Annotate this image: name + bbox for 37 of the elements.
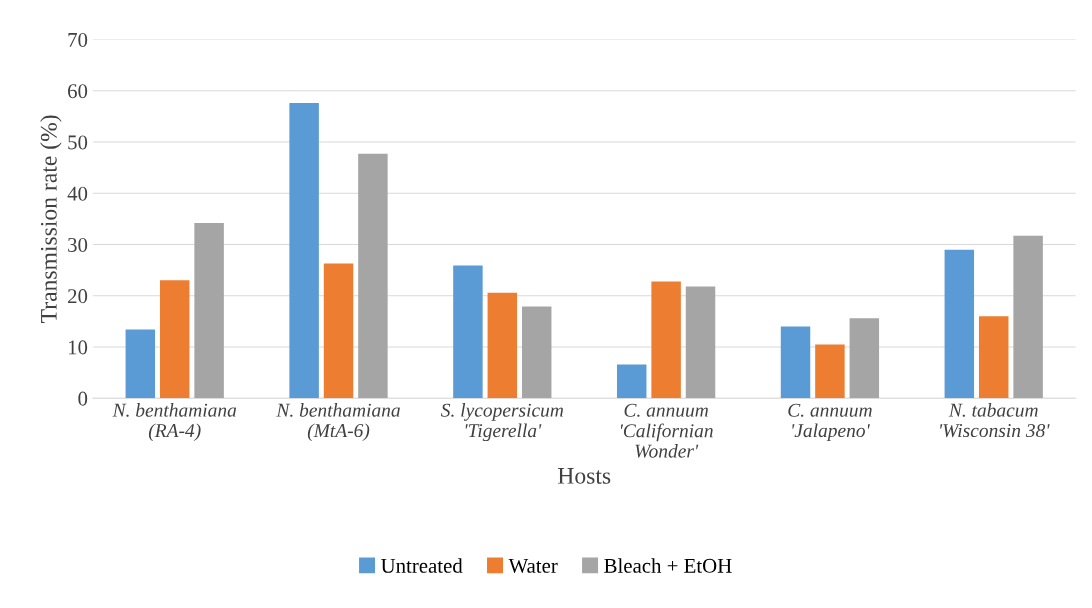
legend-label: Water	[508, 559, 558, 573]
y-tick-label: 10	[68, 340, 88, 355]
y-tick-label: 60	[68, 84, 88, 99]
bar	[1013, 235, 1043, 399]
bar	[289, 103, 319, 399]
y-tick-label: 70	[68, 32, 88, 47]
bar	[453, 265, 483, 399]
bar	[944, 249, 975, 399]
bar	[815, 344, 845, 399]
y-tick-label: 30	[68, 237, 88, 252]
y-tick-label: 50	[68, 135, 88, 150]
bar	[685, 286, 716, 399]
x-tick-label: N. tabacum 'Wisconsin 38'	[940, 403, 1050, 438]
bar	[780, 326, 811, 399]
y-tick-label: 20	[68, 289, 88, 304]
legend-label: Bleach + EtOH	[604, 558, 732, 573]
bar	[978, 316, 1009, 399]
y-axis-title: Transmission rate (%)	[40, 115, 62, 323]
x-tick-label: N. benthamiana (RA-4)	[112, 403, 237, 442]
legend-label: Untreated	[381, 558, 463, 573]
bar	[849, 318, 880, 399]
y-tick-label: 40	[67, 186, 88, 201]
bar	[194, 222, 224, 399]
x-tick-label: S. lycopersicum 'Tigerella'	[440, 403, 564, 442]
bar	[651, 281, 681, 399]
bar	[616, 364, 647, 399]
bar	[521, 306, 552, 399]
bar	[159, 280, 190, 399]
x-tick-label: C. annuum 'Californian Wonder'	[620, 403, 713, 458]
bar	[323, 263, 354, 399]
bar	[487, 292, 518, 399]
y-tick-label: 0	[78, 391, 88, 406]
x-tick-label: C. annuum 'Jalapeno'	[788, 403, 872, 442]
x-axis-title: Hosts	[558, 468, 611, 484]
x-tick-label: N. benthamiana (MtA-6)	[276, 403, 400, 442]
bar	[358, 153, 388, 399]
bar	[125, 329, 156, 399]
